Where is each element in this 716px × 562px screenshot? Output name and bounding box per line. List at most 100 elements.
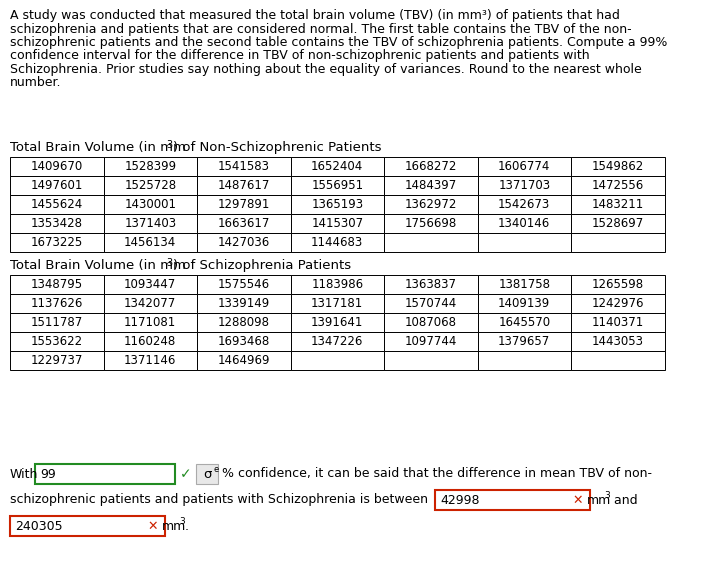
Bar <box>571 214 664 233</box>
Text: 1363837: 1363837 <box>405 278 457 291</box>
Bar <box>10 294 104 313</box>
Bar <box>104 214 197 233</box>
Bar <box>384 176 478 195</box>
Text: 1549862: 1549862 <box>591 160 644 173</box>
Text: Schizophrenia. Prior studies say nothing about the equality of variances. Round : Schizophrenia. Prior studies say nothing… <box>10 63 642 76</box>
Text: 1541583: 1541583 <box>218 160 270 173</box>
Bar <box>197 214 291 233</box>
Text: schizophrenic patients and the second table contains the TBV of schizophrenia pa: schizophrenic patients and the second ta… <box>10 36 667 49</box>
Text: 1483211: 1483211 <box>591 198 644 211</box>
Text: 1668272: 1668272 <box>405 160 457 173</box>
Bar <box>291 195 384 214</box>
Text: % confidence, it can be said that the difference in mean TBV of non-: % confidence, it can be said that the di… <box>222 468 652 481</box>
Bar <box>10 275 104 294</box>
Bar <box>10 332 104 351</box>
Bar <box>571 157 664 176</box>
Text: 1528697: 1528697 <box>591 217 644 230</box>
Text: 1340146: 1340146 <box>498 217 551 230</box>
Bar <box>291 214 384 233</box>
Text: 1553622: 1553622 <box>31 335 83 348</box>
FancyBboxPatch shape <box>196 464 218 484</box>
Bar <box>478 176 571 195</box>
Bar <box>104 176 197 195</box>
Text: 1464969: 1464969 <box>218 354 270 367</box>
Text: 1575546: 1575546 <box>218 278 270 291</box>
Bar <box>197 195 291 214</box>
Text: 1265598: 1265598 <box>591 278 644 291</box>
Text: 1183986: 1183986 <box>311 278 363 291</box>
Text: 1409670: 1409670 <box>31 160 83 173</box>
Bar <box>197 233 291 252</box>
Bar <box>10 214 104 233</box>
Bar <box>571 332 664 351</box>
Bar <box>384 157 478 176</box>
Bar <box>384 332 478 351</box>
Bar <box>478 275 571 294</box>
Bar <box>10 351 104 370</box>
Bar <box>291 294 384 313</box>
Bar <box>571 294 664 313</box>
Text: 3: 3 <box>166 259 172 269</box>
Text: 1391641: 1391641 <box>311 316 364 329</box>
Text: ✓: ✓ <box>180 467 192 481</box>
Text: ) of Schizophrenia Patients: ) of Schizophrenia Patients <box>173 259 351 272</box>
Bar <box>197 157 291 176</box>
Bar <box>384 233 478 252</box>
Bar <box>104 332 197 351</box>
Bar <box>10 157 104 176</box>
FancyBboxPatch shape <box>435 490 590 510</box>
Text: 1097744: 1097744 <box>405 335 457 348</box>
Text: 1087068: 1087068 <box>405 316 457 329</box>
Text: 1365193: 1365193 <box>311 198 363 211</box>
Text: 3: 3 <box>604 492 610 501</box>
Bar <box>478 195 571 214</box>
Text: 1472556: 1472556 <box>591 179 644 192</box>
Text: 1379657: 1379657 <box>498 335 551 348</box>
Bar <box>571 195 664 214</box>
Text: Total Brain Volume (in mm: Total Brain Volume (in mm <box>10 141 186 154</box>
Text: 1381758: 1381758 <box>498 278 551 291</box>
Bar <box>104 294 197 313</box>
Text: 1663617: 1663617 <box>218 217 270 230</box>
Text: 1487617: 1487617 <box>218 179 270 192</box>
Text: 240305: 240305 <box>15 519 62 533</box>
Bar <box>478 214 571 233</box>
Text: 1645570: 1645570 <box>498 316 551 329</box>
Text: 1342077: 1342077 <box>124 297 176 310</box>
Bar <box>291 351 384 370</box>
Bar <box>291 233 384 252</box>
Bar <box>571 275 664 294</box>
Text: confidence interval for the difference in TBV of non-schizophrenic patients and : confidence interval for the difference i… <box>10 49 589 62</box>
Text: mm: mm <box>587 493 611 506</box>
Text: ✕: ✕ <box>147 519 158 533</box>
Text: 3: 3 <box>166 140 172 151</box>
Bar <box>478 233 571 252</box>
Text: With: With <box>10 468 39 481</box>
Bar <box>291 313 384 332</box>
Text: 1140371: 1140371 <box>591 316 644 329</box>
Text: 1556951: 1556951 <box>311 179 363 192</box>
Text: 1497601: 1497601 <box>31 179 83 192</box>
Bar <box>478 332 571 351</box>
Text: 1288098: 1288098 <box>218 316 270 329</box>
Text: 1348795: 1348795 <box>31 278 83 291</box>
Bar <box>384 214 478 233</box>
Text: 1430001: 1430001 <box>125 198 176 211</box>
Text: 1415307: 1415307 <box>311 217 363 230</box>
Text: 1171081: 1171081 <box>124 316 176 329</box>
Bar <box>571 313 664 332</box>
Text: 1606774: 1606774 <box>498 160 551 173</box>
Text: 1484397: 1484397 <box>405 179 457 192</box>
Bar <box>291 157 384 176</box>
Text: 1693468: 1693468 <box>218 335 270 348</box>
Bar <box>291 176 384 195</box>
Bar <box>10 176 104 195</box>
Bar <box>104 313 197 332</box>
Text: 1652404: 1652404 <box>311 160 364 173</box>
Text: A study was conducted that measured the total brain volume (TBV) (in mm³) of pat: A study was conducted that measured the … <box>10 9 620 22</box>
Text: mm: mm <box>162 519 186 533</box>
Bar <box>197 313 291 332</box>
Text: 1317181: 1317181 <box>311 297 364 310</box>
Text: 1160248: 1160248 <box>124 335 176 348</box>
Text: ✕: ✕ <box>572 493 583 506</box>
